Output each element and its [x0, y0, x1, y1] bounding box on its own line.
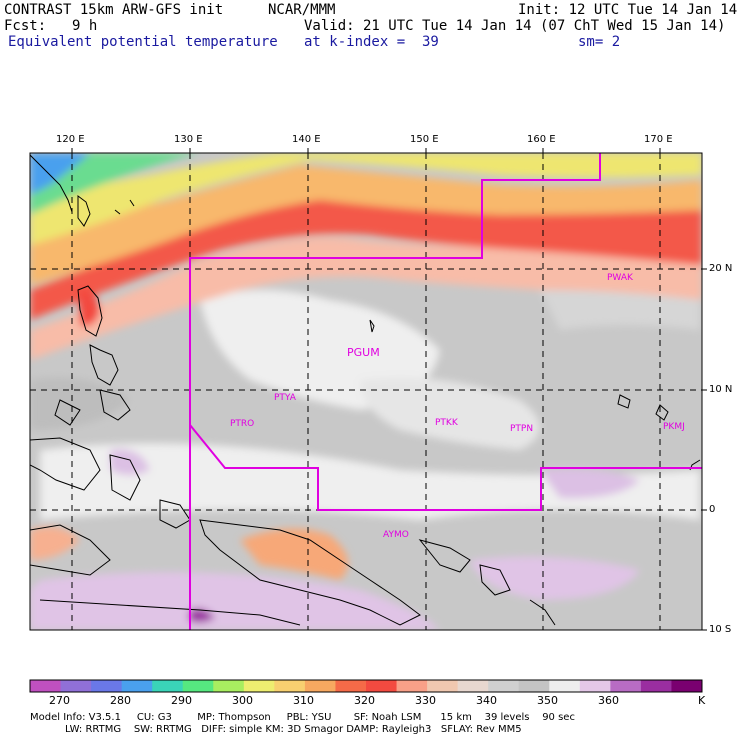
model-info-line2: LW: RRTMG SW: RRTMG DIFF: simple KM: 3D …: [30, 724, 522, 735]
map-frame: [29, 152, 703, 631]
colorbar-swatch: [335, 680, 367, 692]
level-info: at k-index = 39: [304, 34, 439, 50]
forecast-label: Fcst:: [4, 18, 47, 34]
station-pgum: PGUM: [347, 346, 380, 359]
station-ptpn: PTPN: [510, 424, 534, 434]
axis-ticks: [71, 148, 707, 631]
station-aymo: AYMO: [383, 530, 409, 540]
lon-label-160e: 160 E: [527, 134, 556, 145]
station-ptya: PTYA: [274, 393, 296, 403]
lat-label-10n: 10 N: [709, 384, 733, 395]
colorbar-swatch: [121, 680, 153, 692]
colorbar-swatch: [610, 680, 642, 692]
lon-label-150e: 150 E: [410, 134, 439, 145]
coastlines: [30, 154, 701, 626]
lat-label-20n: 20 N: [709, 263, 733, 274]
colorbar-swatch: [457, 680, 489, 692]
colorbar-swatch: [30, 680, 62, 692]
station-pwak: PWAK: [607, 273, 633, 283]
colorbar-label-360: 360: [598, 694, 619, 707]
colorbar: [29, 679, 703, 693]
colorbar-swatch: [488, 680, 520, 692]
colorbar-swatch: [274, 680, 306, 692]
colorbar-swatch: [427, 680, 459, 692]
plot-title: CONTRAST 15km ARW-GFS init: [4, 2, 224, 18]
colorbar-label-270: 270: [49, 694, 70, 707]
smoothing-info: sm= 2: [578, 34, 621, 50]
colorbar-swatch: [182, 680, 214, 692]
colorbar-swatch: [213, 680, 245, 692]
colorbar-label-290: 290: [171, 694, 192, 707]
colorbar-swatch: [518, 680, 550, 692]
colorbar-swatch: [579, 680, 611, 692]
colorbar-frame: [29, 679, 703, 693]
colorbar-swatch: [671, 680, 703, 692]
colorbar-label-330: 330: [415, 694, 436, 707]
init-time: Init: 12 UTC Tue 14 Jan 14: [518, 2, 738, 18]
colorbar-swatch: [60, 680, 92, 692]
valid-time: Valid: 21 UTC Tue 14 Jan 14 (07 ChT Wed …: [304, 18, 726, 34]
lat-label-10s: 10 S: [709, 624, 732, 635]
colorbar-label-350: 350: [537, 694, 558, 707]
station-ptkk: PTKK: [435, 418, 458, 428]
field-name: Equivalent potential temperature: [8, 34, 278, 50]
lon-label-130e: 130 E: [174, 134, 203, 145]
colorbar-swatch: [243, 680, 275, 692]
lat-label-0: 0: [709, 504, 716, 515]
colorbar-swatch: [304, 680, 336, 692]
lon-label-140e: 140 E: [292, 134, 321, 145]
colorbar-swatch: [152, 680, 184, 692]
colorbar-label-340: 340: [476, 694, 497, 707]
forecast-hour: 9 h: [72, 18, 98, 34]
lon-label-120e: 120 E: [56, 134, 85, 145]
colorbar-unit: K: [698, 694, 706, 707]
model-info-line1: Model Info: V3.5.1 CU: G3 MP: Thompson P…: [30, 712, 575, 723]
colorbar-swatch: [640, 680, 672, 692]
colorbar-swatch: [549, 680, 581, 692]
colorbar-swatch: [366, 680, 398, 692]
map-field: [30, 153, 702, 630]
station-pkmj: PKMJ: [663, 422, 685, 432]
colorbar-label-310: 310: [293, 694, 314, 707]
station-ptro: PTRO: [230, 419, 255, 429]
colorbar-swatch: [396, 680, 428, 692]
colorbar-label-300: 300: [232, 694, 253, 707]
colorbar-swatch: [91, 680, 123, 692]
org-label: NCAR/MMM: [268, 2, 336, 18]
colorbar-label-280: 280: [110, 694, 131, 707]
lon-label-170e: 170 E: [644, 134, 673, 145]
colorbar-label-320: 320: [354, 694, 375, 707]
